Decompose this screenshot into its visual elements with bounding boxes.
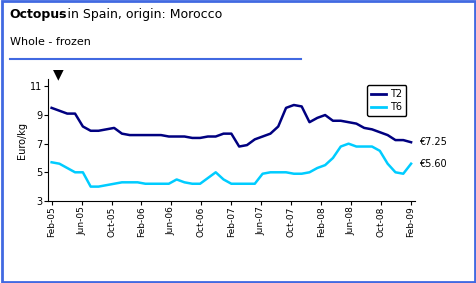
Legend: T2, T6: T2, T6 — [367, 85, 406, 116]
Text: €7.25: €7.25 — [418, 137, 446, 147]
Text: Whole - frozen: Whole - frozen — [10, 37, 90, 47]
Text: €5.60: €5.60 — [418, 159, 446, 169]
Text: - in Spain, origin: Morocco: - in Spain, origin: Morocco — [55, 8, 222, 22]
Text: Octopus: Octopus — [10, 8, 67, 22]
Text: ▼: ▼ — [53, 67, 64, 81]
Y-axis label: Euro/kg: Euro/kg — [17, 122, 27, 158]
